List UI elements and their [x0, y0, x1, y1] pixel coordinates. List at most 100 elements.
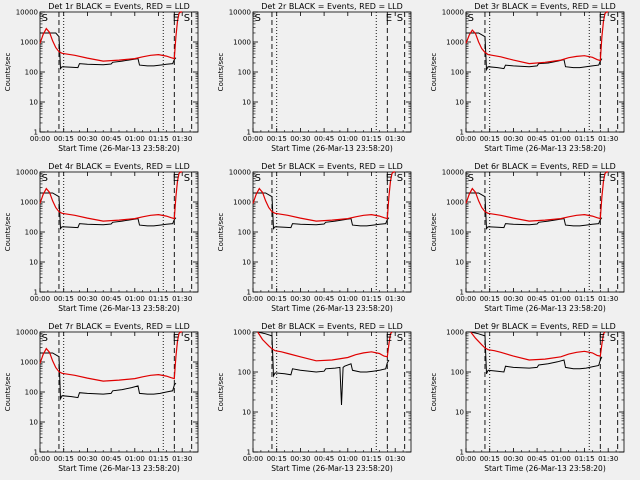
marker-label: E — [173, 13, 179, 24]
y-tick-label: 1000 — [446, 199, 464, 207]
y-tick-label: 100 — [451, 229, 464, 237]
y-tick-label: 1 — [34, 289, 38, 297]
x-tick-label: 01:00 — [125, 455, 145, 463]
y-axis-label: Counts/sec — [430, 53, 438, 92]
x-tick-label: 00:45 — [101, 135, 121, 143]
chart-title: Det 3r BLACK = Events, RED = LLD — [474, 2, 616, 11]
chart-title: Det 4r BLACK = Events, RED = LLD — [48, 162, 190, 171]
x-axis-label: Start Time (26-Mar-13 23:58:20) — [58, 464, 180, 473]
x-axis-label: Start Time (26-Mar-13 23:58:20) — [271, 144, 393, 153]
marker-label: S — [255, 173, 261, 184]
y-tick-label: 10 — [29, 419, 38, 427]
y-tick-label: 1 — [247, 449, 251, 457]
x-tick-label: 00:45 — [527, 295, 547, 303]
series-line-lld — [39, 11, 183, 62]
y-tick-label: 1000 — [233, 39, 251, 47]
y-tick-label: 10000 — [229, 9, 251, 17]
marker-label: E — [599, 13, 605, 24]
marker-label: E — [386, 173, 392, 184]
x-tick-label: 00:30 — [77, 295, 97, 303]
x-tick-label: 00:00 — [456, 295, 476, 303]
x-axis-label: Start Time (26-Mar-13 23:58:20) — [271, 464, 393, 473]
y-tick-label: 10 — [29, 259, 38, 267]
x-tick-label: 00:45 — [527, 135, 547, 143]
chart-title: Det 6r BLACK = Events, RED = LLD — [474, 162, 616, 171]
chart-title: Det 5r BLACK = Events, RED = LLD — [261, 162, 403, 171]
y-tick-label: 10 — [455, 409, 464, 417]
series-line-events — [466, 32, 603, 72]
x-tick-label: 00:30 — [503, 455, 523, 463]
y-axis-label: Counts/sec — [430, 213, 438, 252]
x-tick-label: 01:15 — [574, 135, 594, 143]
series-line-lld — [257, 331, 393, 362]
marker-label: E — [173, 173, 179, 184]
series-line-lld — [39, 331, 183, 382]
series-line-events — [253, 192, 390, 230]
x-axis-label: Start Time (26-Mar-13 23:58:20) — [484, 304, 606, 313]
x-tick-label: 01:15 — [148, 295, 168, 303]
x-tick-label: 00:45 — [314, 135, 334, 143]
chart-title: Det 2r BLACK = Events, RED = LLD — [261, 2, 403, 11]
y-axis-label: Counts/sec — [430, 373, 438, 412]
x-tick-label: 00:30 — [290, 135, 310, 143]
x-tick-label: 00:15 — [267, 295, 287, 303]
x-tick-label: 01:30 — [598, 295, 618, 303]
marker-label: E — [386, 333, 392, 344]
chart-title: Det 1r BLACK = Events, RED = LLD — [48, 2, 190, 11]
x-tick-label: 00:00 — [243, 455, 263, 463]
x-axis-label: Start Time (26-Mar-13 23:58:20) — [271, 304, 393, 313]
y-tick-label: 1000 — [446, 329, 464, 337]
x-tick-label: 00:00 — [456, 135, 476, 143]
marker-label: E — [599, 173, 605, 184]
x-tick-label: 00:15 — [54, 295, 74, 303]
x-tick-label: 01:30 — [172, 455, 192, 463]
x-tick-label: 01:30 — [598, 455, 618, 463]
y-tick-label: 1000 — [446, 39, 464, 47]
y-tick-label: 10000 — [442, 9, 464, 17]
marker-label: S — [397, 333, 403, 344]
y-tick-label: 10 — [242, 99, 251, 107]
y-tick-label: 1 — [460, 129, 464, 137]
chart-panel-4: Det 4r BLACK = Events, RED = LLD 1 10 100 10… — [4, 162, 199, 313]
marker-label: S — [42, 333, 48, 344]
y-tick-label: 100 — [238, 69, 251, 77]
x-tick-label: 00:30 — [290, 295, 310, 303]
marker-label: E — [386, 13, 392, 24]
y-tick-label: 100 — [238, 369, 251, 377]
x-tick-label: 00:15 — [480, 455, 500, 463]
chart-panel-6: Det 6r BLACK = Events, RED = LLD 1 10 100 10… — [430, 162, 625, 313]
x-tick-label: 01:15 — [361, 455, 381, 463]
y-tick-label: 10000 — [16, 169, 38, 177]
series-line-lld — [465, 11, 609, 65]
y-tick-label: 1000 — [233, 329, 251, 337]
marker-label: S — [610, 333, 616, 344]
y-tick-label: 10 — [455, 99, 464, 107]
y-tick-label: 10 — [455, 259, 464, 267]
y-tick-label: 1 — [247, 129, 251, 137]
y-tick-label: 10000 — [229, 169, 251, 177]
y-tick-label: 1 — [247, 289, 251, 297]
marker-label: S — [184, 333, 190, 344]
x-tick-label: 00:30 — [503, 295, 523, 303]
y-tick-label: 1000 — [20, 359, 38, 367]
y-axis-label: Counts/sec — [217, 373, 225, 412]
chart-title: Det 7r BLACK = Events, RED = LLD — [48, 322, 190, 331]
y-tick-label: 10 — [242, 409, 251, 417]
y-tick-label: 100 — [451, 69, 464, 77]
x-tick-label: 00:45 — [101, 455, 121, 463]
x-tick-label: 01:15 — [574, 455, 594, 463]
y-tick-label: 1 — [460, 449, 464, 457]
x-tick-label: 01:00 — [551, 295, 571, 303]
x-tick-label: 00:00 — [243, 295, 263, 303]
series-line-events — [40, 32, 177, 70]
y-axis-label: Counts/sec — [4, 53, 12, 92]
marker-label: S — [397, 13, 403, 24]
y-axis-label: Counts/sec — [4, 373, 12, 412]
x-tick-label: 00:45 — [527, 455, 547, 463]
series-line-lld — [39, 171, 183, 222]
x-tick-label: 01:00 — [125, 295, 145, 303]
x-tick-label: 00:15 — [267, 135, 287, 143]
chart-title: Det 9r BLACK = Events, RED = LLD — [474, 322, 616, 331]
